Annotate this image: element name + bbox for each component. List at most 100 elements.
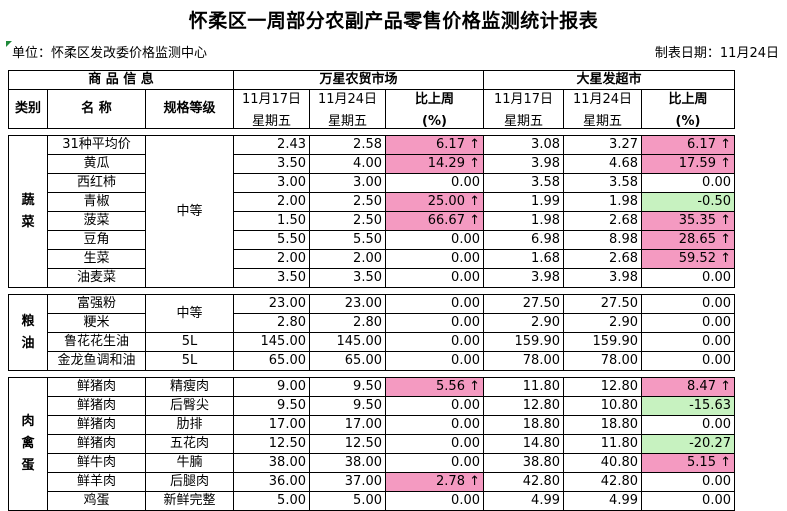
m2-change: -0.50 xyxy=(641,192,735,212)
report-title: 怀柔区一周部分农副产品零售价格监测统计报表 xyxy=(188,10,599,32)
item-spec: 牛腩 xyxy=(145,453,234,473)
m2-price-cur: 3.27 xyxy=(563,135,642,155)
m2-change: -15.63 xyxy=(641,396,735,416)
item-name: 鲁花花生油 xyxy=(47,332,146,352)
table-row: 粳米 2.80 2.80 0.00 2.90 2.90 0.00 xyxy=(9,313,735,333)
m2-price-cur: 4.68 xyxy=(563,154,642,174)
header-product-info: 商 品 信 息 xyxy=(8,70,234,90)
m1-price-prev: 2.00 xyxy=(233,192,310,212)
m2-price-cur: 2.68 xyxy=(563,211,642,231)
m1-price-prev: 145.00 xyxy=(233,332,310,352)
m1-price-prev: 2.43 xyxy=(233,135,310,155)
m1-change: 0.00 xyxy=(385,332,484,352)
item-name: 金龙鱼调和油 xyxy=(47,351,146,371)
m2-change: 0.00 xyxy=(641,294,735,314)
table-row: 鸡蛋 新鲜完整 5.00 5.00 0.00 4.99 4.99 0.00 xyxy=(9,491,735,511)
m1-change: 0.00 xyxy=(385,294,484,314)
m1-change: 0.00 xyxy=(385,249,484,269)
m2-price-prev: 38.80 xyxy=(483,453,564,473)
item-name: 鲜猪肉 xyxy=(47,396,146,416)
m2-change: 0.00 xyxy=(641,415,735,435)
m1-change: 0.00 xyxy=(385,268,484,288)
item-name: 鲜羊肉 xyxy=(47,472,146,492)
m2-change: 28.65 ↑ xyxy=(641,230,735,250)
m1-change: 6.17 ↑ xyxy=(385,135,484,155)
m2-price-cur: 11.80 xyxy=(563,434,642,454)
m2-change: 35.35 ↑ xyxy=(641,211,735,231)
header-category: 类别 xyxy=(8,89,48,129)
date-label: 制表日期：11月24日 xyxy=(654,46,779,61)
table-row: 生菜 2.00 2.00 0.00 1.68 2.68 59.52 ↑ xyxy=(9,249,735,269)
header-m2-date-cur: 11月24日 星期五 xyxy=(563,89,642,129)
unit-label: 单位：怀柔区发改委价格监测中心 xyxy=(12,46,208,61)
m2-price-cur: 12.80 xyxy=(563,377,642,397)
m2-price-prev: 1.98 xyxy=(483,211,564,231)
table-row: 金龙鱼调和油 5L 65.00 65.00 0.00 78.00 78.00 0.00 xyxy=(9,351,735,371)
m1-change: 2.78 ↑ xyxy=(385,472,484,492)
m1-price-cur: 9.50 xyxy=(309,377,386,397)
item-name: 西红柿 xyxy=(47,173,146,193)
m1-price-prev: 2.80 xyxy=(233,313,310,333)
m2-change: 0.00 xyxy=(641,332,735,352)
m2-price-cur: 2.90 xyxy=(563,313,642,333)
m1-change: 0.00 xyxy=(385,415,484,435)
m2-change: 17.59 ↑ xyxy=(641,154,735,174)
m2-price-cur: 78.00 xyxy=(563,351,642,371)
m2-price-prev: 3.08 xyxy=(483,135,564,155)
table-row: 豆角 5.50 5.50 0.00 6.98 8.98 28.65 ↑ xyxy=(9,230,735,250)
item-name: 鲜猪肉 xyxy=(47,377,146,397)
table-row: 菠菜 1.50 2.50 66.67 ↑ 1.98 2.68 35.35 ↑ xyxy=(9,211,735,231)
m2-price-prev: 11.80 xyxy=(483,377,564,397)
item-name: 富强粉 xyxy=(47,294,146,314)
item-name: 粳米 xyxy=(47,313,146,333)
m2-price-cur: 42.80 xyxy=(563,472,642,492)
item-name: 黄瓜 xyxy=(47,154,146,174)
m1-price-cur: 65.00 xyxy=(309,351,386,371)
m1-price-cur: 2.50 xyxy=(309,192,386,212)
m1-price-prev: 1.50 xyxy=(233,211,310,231)
m2-change: 0.00 xyxy=(641,268,735,288)
item-name: 鸡蛋 xyxy=(47,491,146,511)
item-spec: 5L xyxy=(145,332,234,352)
item-name: 鲜牛肉 xyxy=(47,453,146,473)
m1-price-cur: 23.00 xyxy=(309,294,386,314)
m1-price-prev: 9.00 xyxy=(233,377,310,397)
m2-price-prev: 1.68 xyxy=(483,249,564,269)
item-spec: 新鲜完整 xyxy=(145,491,234,511)
m2-price-cur: 2.68 xyxy=(563,249,642,269)
category-cell: 蔬菜 xyxy=(8,135,48,288)
table-row: 西红柿 3.00 3.00 0.00 3.58 3.58 0.00 xyxy=(9,173,735,193)
table-row: 鲜牛肉 牛腩 38.00 38.00 0.00 38.80 40.80 5.15 ↑ xyxy=(9,453,735,473)
m2-price-prev: 1.99 xyxy=(483,192,564,212)
item-spec: 中等 xyxy=(145,294,234,333)
m2-price-prev: 18.80 xyxy=(483,415,564,435)
item-name: 豆角 xyxy=(47,230,146,250)
m2-change: 6.17 ↑ xyxy=(641,135,735,155)
header-m2-change: 比上周 (%) xyxy=(641,89,735,129)
m1-price-prev: 3.50 xyxy=(233,154,310,174)
m2-price-prev: 3.98 xyxy=(483,268,564,288)
m1-change: 0.00 xyxy=(385,173,484,193)
m2-price-prev: 14.80 xyxy=(483,434,564,454)
header-spec: 规格等级 xyxy=(145,89,234,129)
item-spec: 精瘦肉 xyxy=(145,377,234,397)
table-row: 鲁花花生油 5L 145.00 145.00 0.00 159.90 159.90 0.00 xyxy=(9,332,735,352)
m2-change: 0.00 xyxy=(641,472,735,492)
m1-change: 0.00 xyxy=(385,351,484,371)
m2-change: 5.15 ↑ xyxy=(641,453,735,473)
item-name: 菠菜 xyxy=(47,211,146,231)
m1-change: 0.00 xyxy=(385,313,484,333)
m1-change: 66.67 ↑ xyxy=(385,211,484,231)
m1-change: 25.00 ↑ xyxy=(385,192,484,212)
m1-change: 0.00 xyxy=(385,434,484,454)
m2-price-cur: 27.50 xyxy=(563,294,642,314)
item-spec: 五花肉 xyxy=(145,434,234,454)
m1-price-prev: 5.50 xyxy=(233,230,310,250)
m1-change: 0.00 xyxy=(385,491,484,511)
m2-price-cur: 1.98 xyxy=(563,192,642,212)
m1-price-cur: 3.50 xyxy=(309,268,386,288)
m2-price-prev: 6.98 xyxy=(483,230,564,250)
item-spec: 后腿肉 xyxy=(145,472,234,492)
m1-price-prev: 38.00 xyxy=(233,453,310,473)
header-m1-change: 比上周 (%) xyxy=(385,89,484,129)
